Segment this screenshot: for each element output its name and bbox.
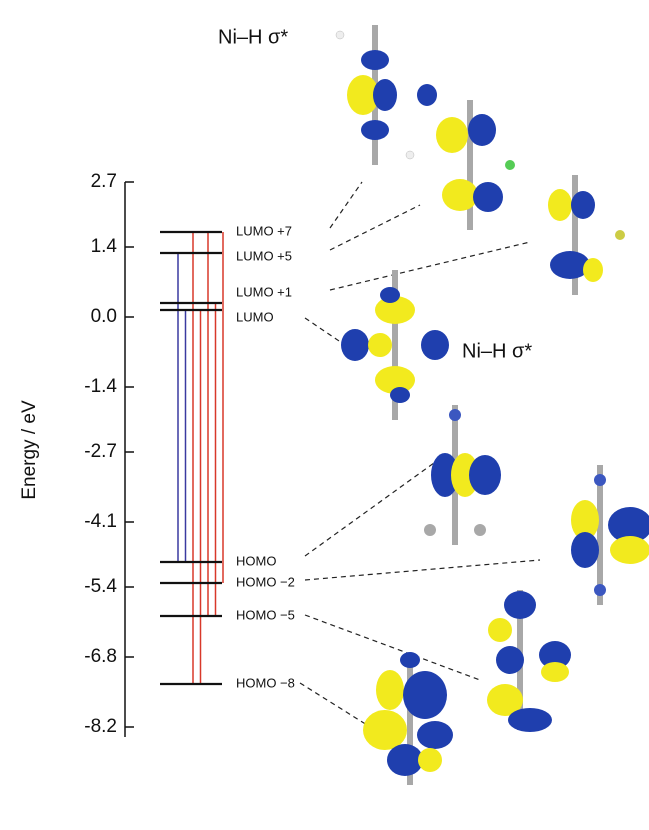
level-label: HOMO −2	[236, 574, 295, 589]
level-label: HOMO −8	[236, 675, 295, 690]
annotation: Ni–H σ*	[218, 26, 288, 48]
y-tick-label: 0.0	[91, 306, 117, 327]
y-tick-label: -5.4	[84, 576, 117, 597]
leader-lines	[299, 181, 541, 731]
level-label: LUMO +5	[236, 248, 292, 263]
level-label: LUMO +1	[236, 284, 292, 299]
y-tick-label: -1.4	[84, 376, 117, 397]
y-tick-label: -2.7	[84, 441, 117, 462]
level-label: LUMO +7	[236, 223, 292, 238]
orbital-images	[335, 25, 649, 785]
y-tick-label: -4.1	[84, 511, 117, 532]
y-tick-label: -6.8	[84, 646, 117, 667]
level-label: HOMO	[236, 553, 276, 568]
level-label: LUMO	[236, 309, 274, 324]
annotation: Ni–H σ*	[462, 340, 532, 362]
level-label: HOMO −5	[236, 607, 295, 622]
y-tick-label: 2.7	[91, 171, 117, 192]
y-tick-label: -8.2	[84, 716, 117, 737]
y-axis-label: Energy / eV	[19, 400, 40, 500]
y-tick-label: 1.4	[91, 236, 118, 257]
